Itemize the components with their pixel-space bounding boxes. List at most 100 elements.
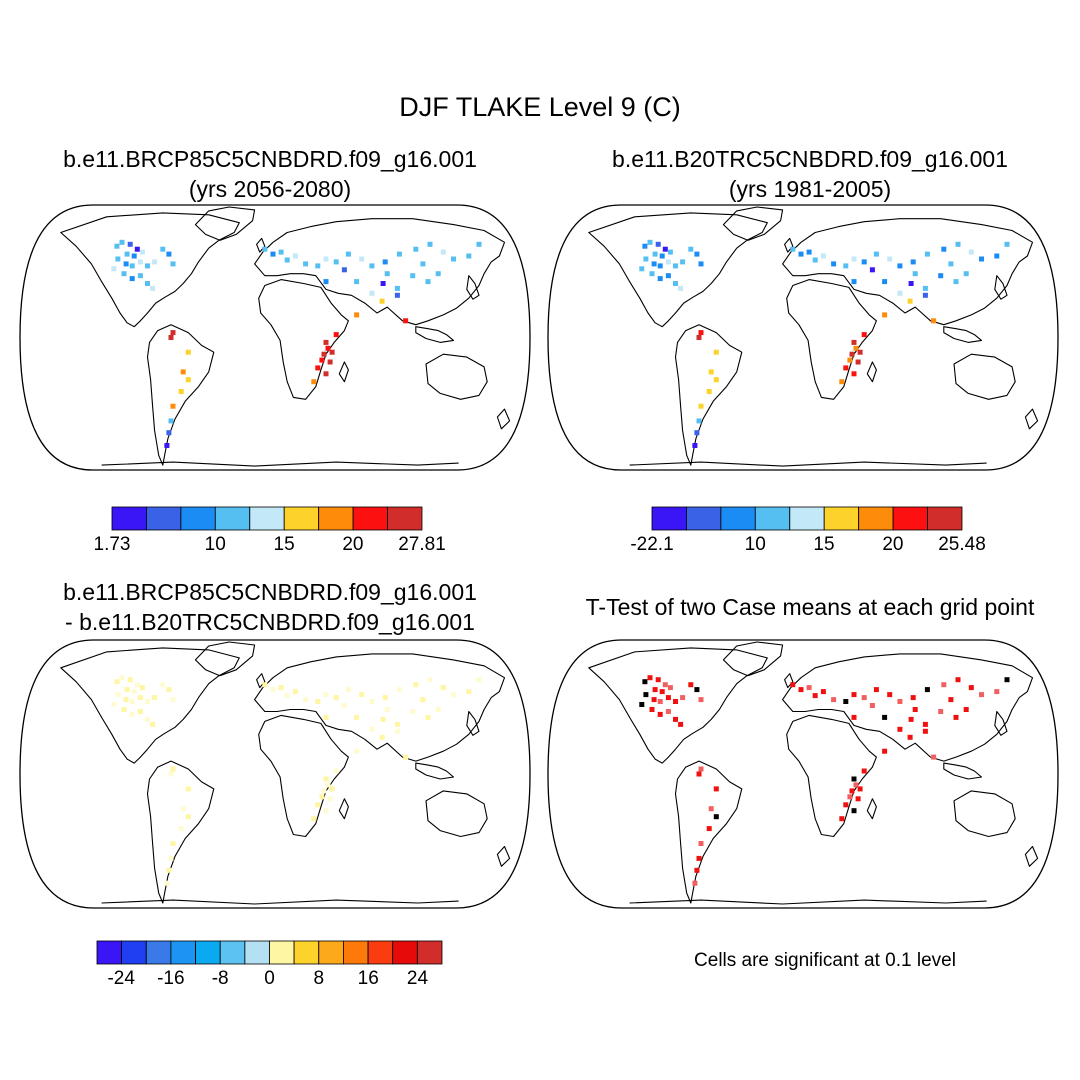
panel-1-lake-cell (323, 256, 329, 262)
panel-3-lake-cell (150, 721, 156, 727)
panel-2-lake-cell (665, 259, 671, 265)
panel-3-colorbar-box (244, 940, 270, 965)
panel-3-colorbar-box (145, 940, 172, 965)
panel-3-lake-cell (476, 677, 482, 683)
panel-1-lake-cell (420, 261, 426, 267)
panel-1-lake-cell (333, 332, 339, 338)
panel-1-coastline-uk (256, 237, 266, 253)
panel-1-lake-cell (380, 281, 386, 286)
panel-1-lake-cell (152, 259, 158, 265)
panel-1-colorbar: 1.73 10 15 20 27.81 (94, 506, 446, 555)
panel-3-coastline-new-zealand (496, 845, 511, 867)
panel-1-lake-cell (150, 285, 156, 291)
panel-4-lake-cell (688, 682, 694, 688)
panel-4-lake-cell (698, 841, 704, 846)
panel-4-lake-cell (706, 826, 712, 832)
panel-4-coastline-africa (786, 714, 877, 838)
panel-2-colorbar-box (686, 506, 722, 531)
panel-1-lake-cell (425, 279, 431, 285)
panel-1-lake-cell (166, 430, 172, 436)
panel-4-lake-cell (861, 768, 867, 774)
panel-4-lake-cell (941, 682, 947, 688)
panel-2-lake-cell (698, 403, 704, 409)
panel-1-lake-cell (166, 251, 172, 257)
panel-3-lake-cell (137, 695, 143, 701)
panel-3-lake-cell (396, 687, 402, 693)
panel-3-coastline-uk (256, 673, 266, 689)
panel-1-title: b.e11.BRCP85C5CNBDRD.f09_g16.001 (yrs 20… (10, 144, 530, 204)
panel-1-lake-cell (315, 263, 321, 269)
panel-3-colorbar-label: 24 (407, 968, 429, 989)
panel-2-lake-cell (698, 261, 704, 267)
panel-3-lake-cell (131, 689, 137, 695)
panel-1-lake-cell (341, 267, 347, 273)
panel-2-lake-cell (652, 251, 658, 257)
panel-2-lake-cell (798, 251, 804, 257)
panel-2-lake-cell (861, 259, 867, 265)
panel-4-lake-cell (869, 703, 875, 708)
panel-1-coastline-north-america (60, 212, 240, 328)
panel-1-lake-cell (284, 257, 290, 263)
panel-3-colorbar-label: -24 (107, 968, 135, 989)
panel-3-lake-cell (123, 697, 129, 703)
panel-3-lake-cell (380, 716, 386, 722)
panel-4-lake-cell (696, 855, 702, 861)
panel-3-lake-cell (325, 782, 331, 788)
panel-4-lake-cell (698, 697, 704, 703)
panel-3-coastline-madagascar (338, 798, 349, 820)
panel-2-lake-cell (955, 241, 961, 247)
panel-2-colorbar-box (754, 506, 791, 531)
panel-3-lake-cell (119, 675, 125, 681)
panel-4-lake-cell (680, 695, 686, 701)
panel-1-lake-cell (323, 371, 329, 377)
panel-3-lake-cell (145, 716, 150, 722)
panel-3-lake-cell (427, 677, 433, 683)
panel-3-lake-cell (311, 816, 317, 822)
panel-1-lake-cell (435, 271, 441, 277)
panel-3-lake-cell (262, 682, 268, 688)
panel-4-lake-cell (931, 754, 937, 760)
panel-2-lake-cell (887, 256, 893, 262)
panel-1-lake-cell (311, 379, 317, 385)
panel-3-colorbar-box (195, 940, 221, 965)
panel-1-colorbar-box (283, 506, 320, 531)
panel-3-lake-cell (369, 726, 375, 732)
panel-4-lake-cell (963, 707, 969, 712)
panel-3-colorbar-box (342, 940, 369, 965)
panel-2-lake-cell (643, 256, 649, 262)
panel-3-lake-cell (178, 826, 184, 832)
panel-3-title: b.e11.BRCP85C5CNBDRD.f09_g16.001 - b.e11… (10, 577, 530, 637)
panel-4-lake-cell (673, 699, 678, 704)
panel-2-lake-cell (857, 349, 863, 355)
panel-2-lake-cell (655, 241, 661, 247)
panel-2-lake-cell (706, 389, 712, 394)
panel-2-lake-cell (843, 263, 849, 269)
panel-2-lake-cell (694, 251, 700, 257)
panel-2-colorbar-label: 25.48 (938, 534, 986, 555)
panel-3-lake-cell (303, 697, 309, 703)
panel-2-coastline-africa (786, 279, 877, 400)
panel-1-lake-cell (345, 251, 351, 257)
panel-3-lake-cell (284, 693, 290, 699)
panel-3-lake-cell (180, 806, 186, 812)
panel-4-map-border (547, 639, 1059, 909)
panel-4-lake-cell (812, 693, 818, 699)
panel-2-lake-cell (843, 365, 849, 371)
panel-1-coastline-new-zealand (496, 408, 511, 430)
panel-3-lake-cell (420, 697, 426, 703)
panel-2-lake-cell (908, 281, 914, 286)
panel-3-lake-cell (121, 707, 127, 712)
panel-4-lake-cell (907, 734, 913, 740)
panel-3-colorbar-label: 0 (264, 968, 275, 989)
panel-1-lake-cell (121, 271, 127, 277)
panel-4-lake-cell (678, 721, 684, 727)
panel-4-lake-cell (908, 716, 914, 722)
panel-4-coastline-north-america (588, 647, 768, 764)
panel-3-lake-cell (319, 794, 325, 800)
panel-2-lake-cell (713, 377, 719, 383)
panel-3-lake-cell (323, 692, 329, 698)
panel-4-lake-cell (861, 695, 867, 701)
panel-1-lake-cell (323, 339, 329, 345)
panel-4-lake-cell (694, 867, 700, 873)
panel-2-lake-cell (657, 263, 663, 269)
